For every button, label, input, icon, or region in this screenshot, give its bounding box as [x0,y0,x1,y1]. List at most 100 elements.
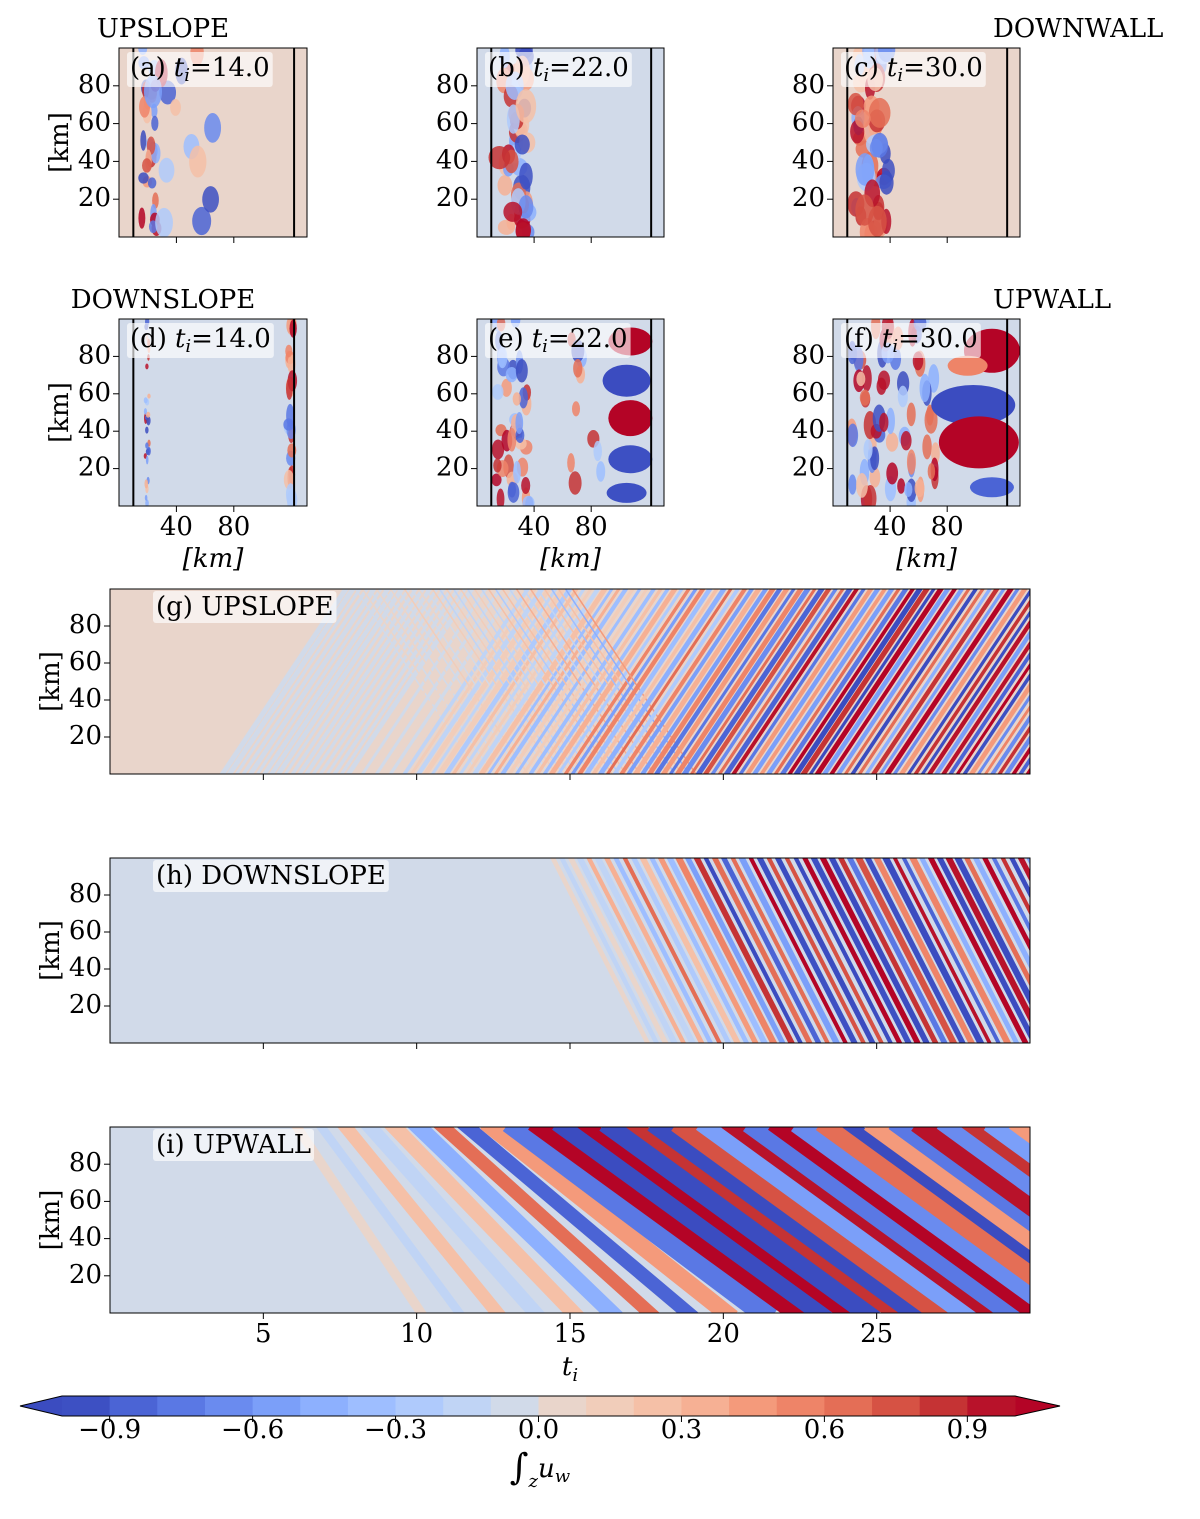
field-pattern [1072,853,1172,1048]
field-pattern [468,858,571,1043]
field-pattern [779,589,909,774]
field-pattern [859,389,871,406]
field-pattern [505,366,518,383]
y-tick-label: 60 [69,916,102,946]
field-pattern [487,589,613,774]
field-pattern [1126,853,1200,1048]
field-pattern [337,1127,506,1313]
field-pattern [927,858,1029,1043]
field-pattern [332,589,461,774]
field-pattern [856,371,866,387]
y-tick-label: 60 [792,378,825,408]
field-pattern [808,589,936,774]
y-tick-label: 20 [436,183,469,213]
field-pattern [657,858,759,1043]
field-pattern [151,115,159,131]
field-pattern [612,589,741,774]
colorbar-segment [204,1396,254,1416]
plot-frame [118,318,308,507]
field-pattern [1157,584,1200,779]
x-tick-label: 40 [160,512,193,542]
field-pattern [513,460,521,484]
field-pattern [491,439,505,460]
field-pattern [1108,584,1200,779]
field-pattern [452,589,578,774]
field-pattern [1136,584,1200,779]
colorbar-segment [681,1396,730,1416]
field-pattern [543,589,669,774]
field-pattern [494,589,620,774]
field-pattern [275,589,405,774]
field-pattern [1062,1122,1200,1318]
field-pattern [639,858,741,1043]
field-pattern [800,589,930,774]
colorbar-tick-label: 0.0 [518,1415,559,1445]
field-pattern [878,589,1006,774]
field-pattern [625,1127,904,1313]
colorbar-tick-label: 0.3 [661,1415,702,1445]
colorbar-tick-label: 0.9 [947,1415,988,1445]
field-pattern [536,589,662,774]
field-pattern [345,589,475,774]
field-pattern [433,1127,660,1313]
field-pattern [828,858,930,1043]
field-pattern [695,589,825,774]
field-pattern [856,473,868,498]
field-pattern [640,589,769,774]
colorbar-segment [872,1396,921,1416]
field-pattern [311,589,439,774]
field-pattern [591,589,720,774]
field-pattern [597,589,727,774]
field-pattern [702,589,832,774]
field-pattern [936,1127,1030,1197]
field-pattern [1086,1122,1200,1318]
field-pattern [963,858,1030,987]
field-pattern [285,344,293,358]
field-pattern [567,453,575,473]
field-pattern [143,397,148,404]
y-tick-label: 20 [78,183,111,213]
field-pattern [519,162,533,190]
field-pattern [368,589,494,774]
field-pattern [142,158,152,173]
field-pattern [913,599,1030,774]
colorbar-segment [443,1396,492,1416]
field-pattern [632,589,762,774]
colorbar-segment [729,1396,778,1416]
field-pattern [593,440,603,462]
field-pattern [626,589,755,774]
y-tick-label: 40 [69,684,102,714]
field-pattern [710,589,838,774]
field-pattern [1087,584,1200,779]
field-pattern [961,1127,1030,1178]
field-pattern [515,411,524,435]
title-background [485,323,631,358]
field-pattern [674,589,804,774]
field-pattern [586,858,687,1043]
field-pattern [1003,734,1030,774]
field-pattern [711,858,813,1043]
field-pattern [459,589,585,774]
field-pattern [898,589,1028,774]
colorbar-segment [62,1396,111,1416]
field-pattern [571,401,581,417]
y-tick-label: 20 [69,1260,102,1290]
field-pattern [541,858,642,1043]
colorbar-segment [633,1396,682,1416]
x-tick-label: 5 [255,1319,272,1349]
field-pattern [192,206,212,236]
time-var-sub: i [543,65,549,86]
field-pattern [417,589,543,774]
field-pattern [594,858,697,1043]
y-tick-label: 20 [436,453,469,483]
colorbar-extend-high [1015,1396,1060,1416]
field-pattern [140,130,147,151]
field-pattern [283,589,411,774]
field-pattern [1052,584,1182,779]
panel-heading: UPSLOPE [97,14,229,44]
panel-title: (f) ti=30.0 [844,324,978,357]
field-pattern [145,411,151,418]
panel-title: (d) ti=14.0 [130,324,271,357]
field-pattern [513,858,615,1043]
